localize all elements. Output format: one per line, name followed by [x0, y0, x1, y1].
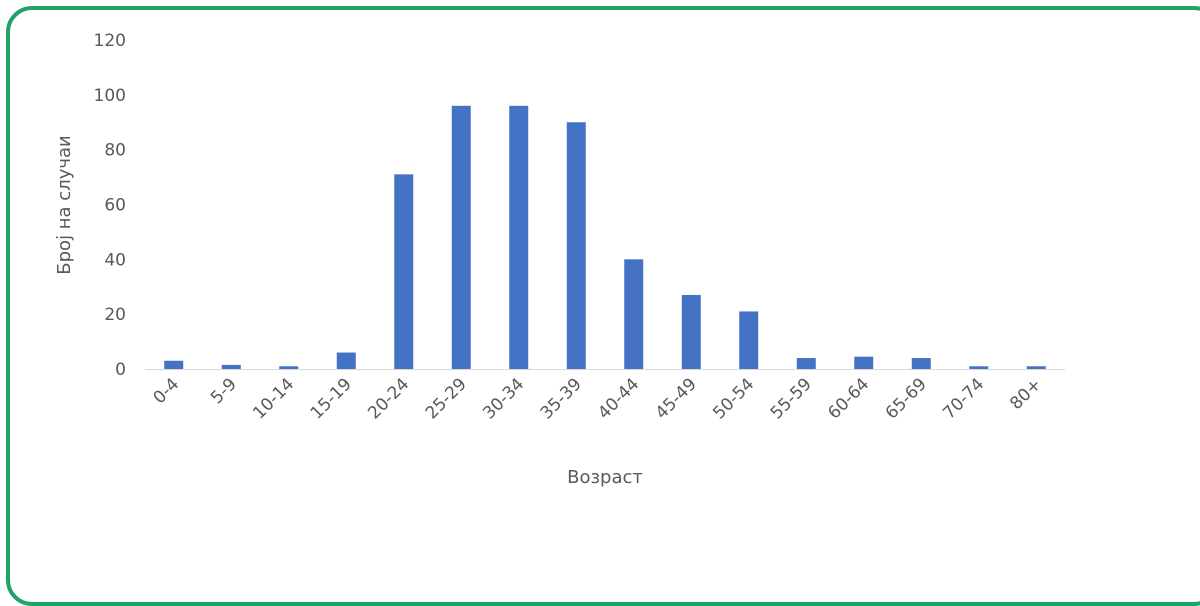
y-tick-label: 80	[104, 141, 126, 161]
chart-frame	[6, 6, 1200, 606]
bar-chart: 0 20 40 60 80 100 120 0-4 5-9 10-14 15-19 20-24 25-…	[54, 31, 1065, 488]
x-tick-label: 80+	[1006, 374, 1046, 414]
bars	[164, 105, 1046, 370]
bar-80+	[1026, 366, 1046, 369]
y-tick-label: 0	[115, 360, 126, 380]
y-tick-label: 120	[94, 31, 126, 51]
bar-55-59	[796, 358, 816, 369]
x-tick-label: 35-39	[537, 374, 586, 423]
bar-50-54	[739, 311, 759, 369]
y-tick-label: 40	[104, 250, 126, 270]
bar-20-24	[394, 174, 414, 369]
bar-35-39	[566, 122, 586, 369]
y-tick-label: 20	[104, 305, 126, 325]
x-tick-label: 15-19	[307, 374, 356, 423]
bar-65-69	[911, 358, 931, 369]
bar-30-34	[509, 105, 529, 370]
x-tick-label: 20-24	[364, 374, 413, 423]
x-tick-label: 0-4	[149, 374, 183, 408]
x-tick-label: 60-64	[824, 374, 873, 423]
x-tick-label: 45-49	[652, 374, 701, 423]
x-tick-label: 50-54	[709, 374, 758, 423]
x-tick-label: 25-29	[422, 374, 471, 423]
x-axis-ticks: 0-4 5-9 10-14 15-19 20-24 25-29 30-34 35-39 40-4…	[149, 374, 1045, 423]
bar-60-64	[854, 356, 874, 369]
x-tick-label: 65-69	[882, 374, 931, 423]
bar-15-19	[336, 352, 356, 369]
x-tick-label: 55-59	[767, 374, 816, 423]
bar-25-29	[451, 105, 471, 370]
bar-70-74	[969, 366, 989, 369]
y-tick-label: 60	[104, 196, 126, 216]
x-axis-title: Возраст	[567, 467, 643, 488]
bar-10-14	[279, 366, 299, 369]
bar-40-44	[624, 259, 644, 369]
x-tick-label: 30-34	[479, 374, 528, 423]
bar-45-49	[681, 294, 701, 369]
bar-5-9	[221, 364, 241, 369]
x-tick-label: 40-44	[594, 374, 643, 423]
y-tick-label: 100	[94, 86, 126, 106]
bar-0-4	[164, 360, 184, 369]
y-axis-title: Број на случаи	[54, 135, 75, 274]
y-axis-ticks: 0 20 40 60 80 100 120	[94, 31, 126, 380]
x-tick-label: 10-14	[249, 374, 298, 423]
x-tick-label: 5-9	[207, 374, 241, 408]
x-tick-label: 70-74	[939, 374, 988, 423]
